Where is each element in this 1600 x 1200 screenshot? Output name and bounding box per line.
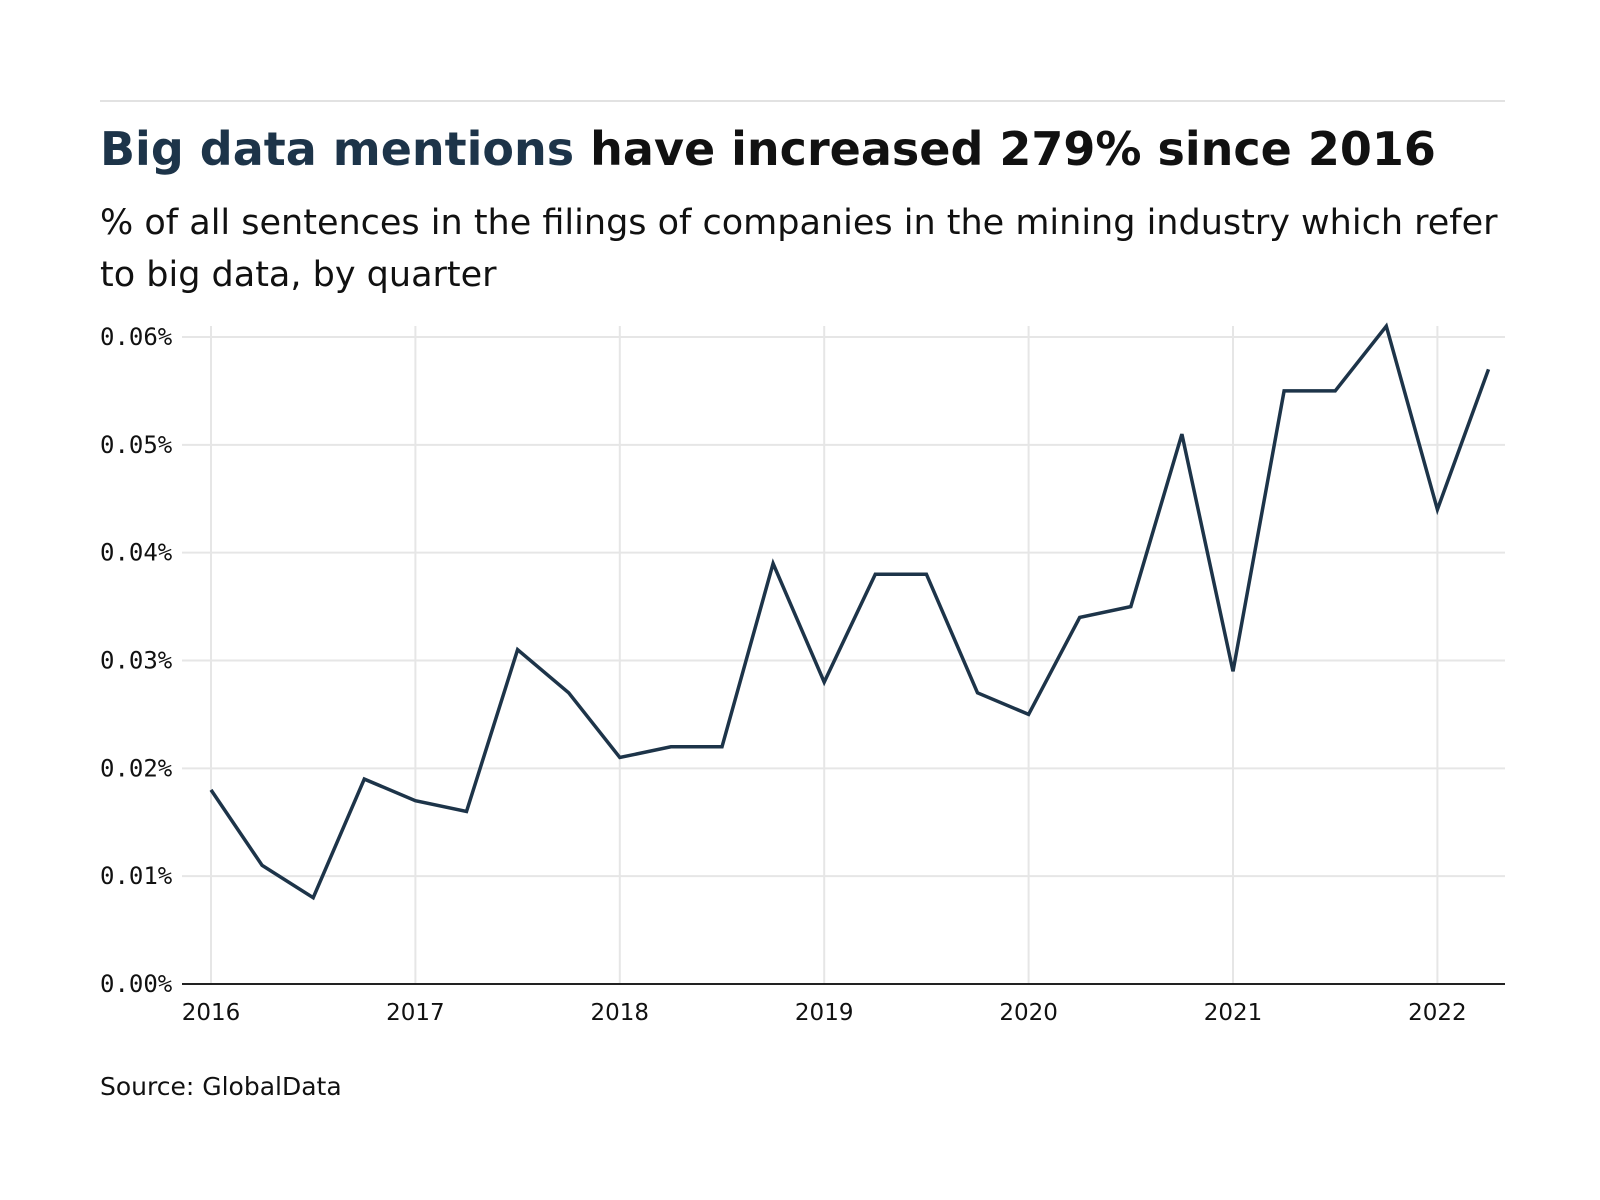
x-tick-label: 2021 [1204,1000,1263,1026]
source-note: Source: GlobalData [100,1072,342,1101]
y-tick-label: 0.00% [100,970,173,998]
top-divider [100,100,1505,102]
series-line [209,322,1491,901]
chart-subtitle: % of all sentences in the filings of com… [100,203,1498,295]
y-tick-label: 0.01% [100,862,173,890]
y-tick-label: 0.02% [100,754,173,782]
x-axis-ticks: 2016 2017 2018 2019 2020 2021 2022 [182,1000,1467,1026]
x-tick-label: 2019 [795,1000,854,1026]
x-tick-label: 2017 [386,1000,445,1026]
y-tick-label: 0.03% [100,647,173,675]
chart-title-rest: have increased 279% since 2016 [574,122,1436,176]
x-tick-label: 2022 [1408,1000,1467,1026]
series-layer [209,322,1491,901]
chart-title-highlight: Big data mentions [100,122,575,176]
x-tick-label: 2018 [591,1000,650,1026]
x-tick-label: 2016 [182,1000,241,1026]
grid-lines [182,326,1505,985]
y-axis-ticks: 0.00% 0.01% 0.02% 0.03% 0.04% 0.05% 0.06% [100,323,173,998]
y-tick-label: 0.05% [100,431,173,459]
x-tick-label: 2020 [999,1000,1058,1026]
chart-title: Big data mentions have increased 279% si… [100,122,1436,177]
y-tick-label: 0.04% [100,539,173,567]
y-tick-label: 0.06% [100,323,173,351]
